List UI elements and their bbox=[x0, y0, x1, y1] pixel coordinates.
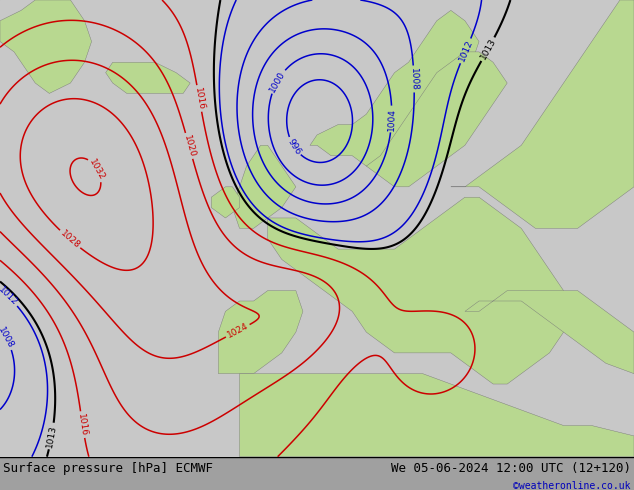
Text: 996: 996 bbox=[285, 137, 302, 156]
Polygon shape bbox=[240, 374, 634, 457]
Polygon shape bbox=[106, 62, 190, 94]
Polygon shape bbox=[268, 197, 564, 384]
Text: 1008: 1008 bbox=[0, 325, 15, 350]
Text: 1008: 1008 bbox=[409, 67, 419, 91]
Text: 1024: 1024 bbox=[226, 321, 250, 340]
Text: 1028: 1028 bbox=[58, 228, 82, 250]
Polygon shape bbox=[211, 187, 240, 218]
Polygon shape bbox=[233, 146, 296, 228]
Text: 1032: 1032 bbox=[87, 157, 107, 182]
Text: 1013: 1013 bbox=[45, 424, 58, 448]
Polygon shape bbox=[0, 0, 634, 457]
Text: 1000: 1000 bbox=[268, 69, 287, 94]
Text: 1013: 1013 bbox=[479, 37, 498, 61]
Text: 1020: 1020 bbox=[182, 134, 197, 158]
Text: ©weatheronline.co.uk: ©weatheronline.co.uk bbox=[514, 481, 631, 490]
Text: We 05-06-2024 12:00 UTC (12+120): We 05-06-2024 12:00 UTC (12+120) bbox=[391, 462, 631, 475]
Text: 1004: 1004 bbox=[387, 107, 397, 131]
Text: 1016: 1016 bbox=[76, 413, 89, 437]
Text: 1012: 1012 bbox=[0, 285, 19, 307]
Polygon shape bbox=[310, 10, 479, 166]
Polygon shape bbox=[366, 52, 507, 187]
Polygon shape bbox=[0, 0, 91, 94]
Text: Surface pressure [hPa] ECMWF: Surface pressure [hPa] ECMWF bbox=[3, 462, 213, 475]
Polygon shape bbox=[451, 0, 634, 228]
Text: 1012: 1012 bbox=[457, 39, 474, 63]
Polygon shape bbox=[218, 291, 303, 374]
Text: 1016: 1016 bbox=[193, 86, 205, 111]
Polygon shape bbox=[465, 291, 634, 374]
